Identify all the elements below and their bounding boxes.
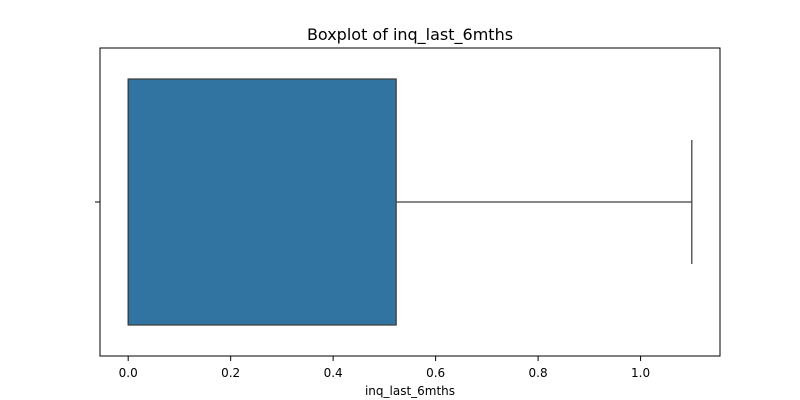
plot-area: 0.0 0.2 0.4 0.6 0.8 1.0 bbox=[95, 47, 721, 380]
x-tick-label: 1.0 bbox=[631, 366, 650, 380]
x-tick-label: 0.0 bbox=[119, 366, 138, 380]
x-tick-label: 0.2 bbox=[221, 366, 240, 380]
x-tick-label: 0.4 bbox=[324, 366, 343, 380]
box-iqr bbox=[127, 78, 397, 326]
x-axis-label: inq_last_6mths bbox=[365, 384, 455, 398]
chart-title: Boxplot of inq_last_6mths bbox=[307, 25, 513, 45]
x-tick-label: 0.6 bbox=[426, 366, 445, 380]
x-tick-label: 0.8 bbox=[529, 366, 548, 380]
x-axis-ticks: 0.0 0.2 0.4 0.6 0.8 1.0 bbox=[119, 356, 650, 380]
